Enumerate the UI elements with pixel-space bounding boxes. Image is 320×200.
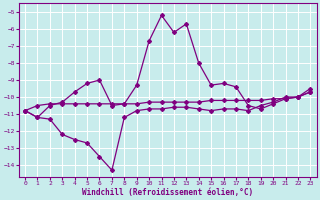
X-axis label: Windchill (Refroidissement éolien,°C): Windchill (Refroidissement éolien,°C) — [82, 188, 253, 197]
